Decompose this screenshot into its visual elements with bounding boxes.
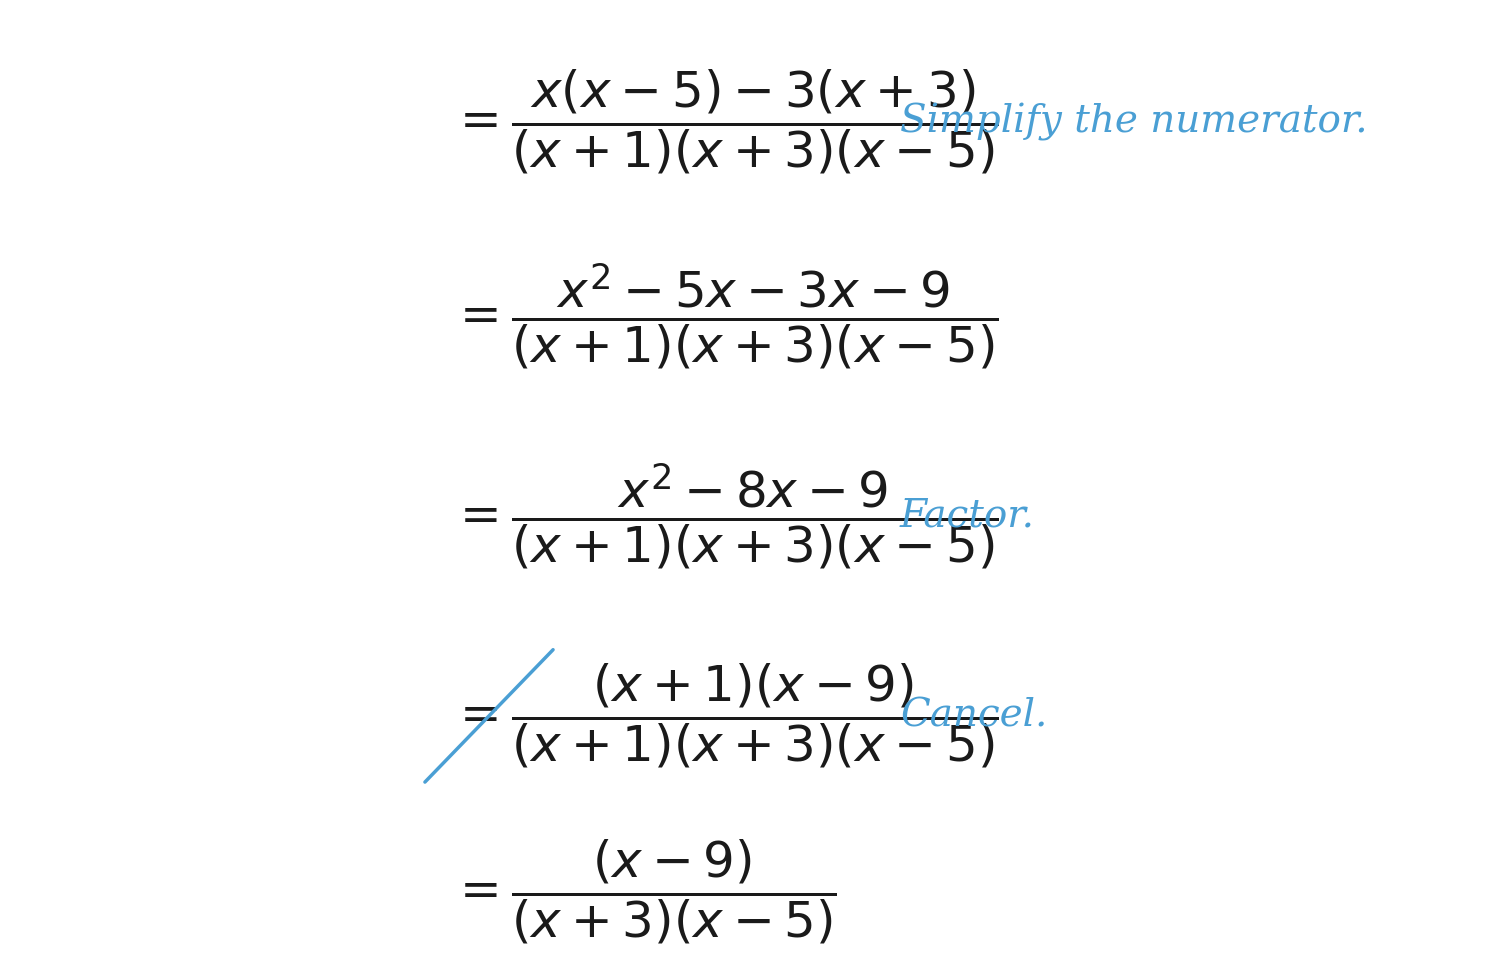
Text: Cancel.: Cancel. xyxy=(900,697,1047,734)
Text: $= \dfrac{(x+1)(x-9)}{(x+1)(x+3)(x-5)}$: $= \dfrac{(x+1)(x-9)}{(x+1)(x+3)(x-5)}$ xyxy=(450,661,999,770)
Text: Simplify the numerator.: Simplify the numerator. xyxy=(900,102,1368,141)
Text: $= \dfrac{x(x-5)-3(x+3)}{(x+1)(x+3)(x-5)}$: $= \dfrac{x(x-5)-3(x+3)}{(x+1)(x+3)(x-5)… xyxy=(450,67,999,176)
Text: $= \dfrac{x^{2}-8x-9}{(x+1)(x+3)(x-5)}$: $= \dfrac{x^{2}-8x-9}{(x+1)(x+3)(x-5)}$ xyxy=(450,462,999,571)
Text: $= \dfrac{(x-9)}{(x+3)(x-5)}$: $= \dfrac{(x-9)}{(x+3)(x-5)}$ xyxy=(450,837,837,946)
Text: Factor.: Factor. xyxy=(900,498,1035,535)
Text: $= \dfrac{x^{2}-5x-3x-9}{(x+1)(x+3)(x-5)}$: $= \dfrac{x^{2}-5x-3x-9}{(x+1)(x+3)(x-5)… xyxy=(450,262,999,371)
